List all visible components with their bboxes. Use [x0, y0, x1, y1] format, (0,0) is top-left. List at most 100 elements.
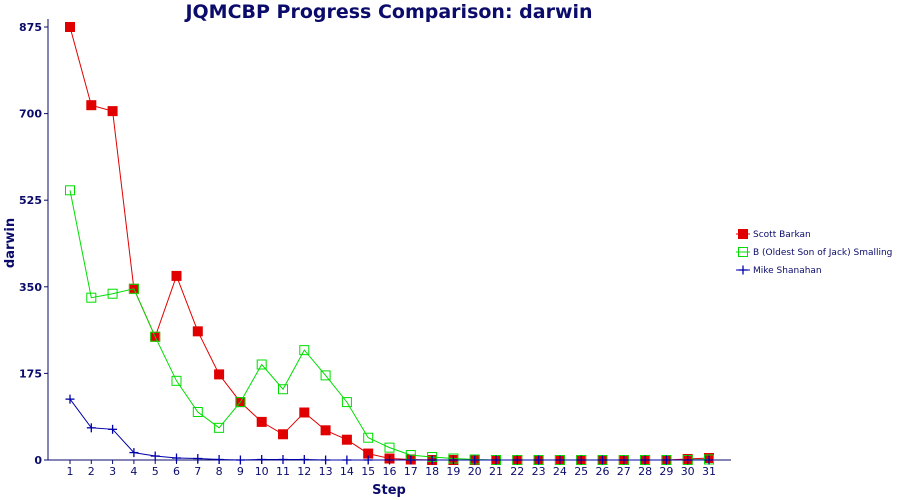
data-point: [598, 455, 607, 465]
data-point: [299, 455, 309, 465]
data-point: [640, 455, 650, 465]
y-tick-label: 350: [19, 281, 42, 294]
data-point: [193, 454, 203, 464]
x-tick-label: 19: [446, 465, 460, 478]
data-point: [342, 455, 352, 465]
data-point: [738, 229, 748, 239]
data-point: [256, 416, 267, 427]
x-tick-label: 16: [383, 465, 397, 478]
data-point: [320, 370, 331, 381]
y-tick-label: 525: [19, 194, 42, 207]
x-tick-label: 21: [489, 465, 503, 478]
data-point: [512, 455, 522, 465]
data-point: [683, 455, 693, 465]
data-point: [65, 394, 75, 404]
data-point: [363, 455, 373, 465]
data-point: [107, 106, 118, 117]
data-point: [86, 100, 97, 111]
data-point: [385, 455, 394, 465]
x-tick-label: 13: [319, 465, 333, 478]
data-point: [320, 425, 331, 436]
x-tick-label: 23: [532, 465, 546, 478]
data-point: [576, 455, 586, 465]
x-tick-label: 26: [596, 465, 610, 478]
data-point: [128, 283, 139, 294]
series-line: [69, 190, 710, 461]
x-tick-label: 7: [194, 465, 201, 478]
x-tick-label: 5: [152, 465, 159, 478]
data-point: [321, 455, 331, 465]
data-point: [619, 455, 629, 465]
data-point: [108, 424, 118, 434]
legend-label: Scott Barkan: [753, 230, 811, 240]
data-point: [341, 434, 352, 445]
data-point: [384, 442, 395, 453]
x-tick-label: 31: [702, 465, 716, 478]
x-tick-label: 4: [130, 465, 137, 478]
data-point: [406, 455, 416, 465]
legend: Scott Barkan B (Oldest Son of Jack) Small…: [736, 229, 892, 276]
x-tick-label: 15: [361, 465, 375, 478]
data-point: [661, 455, 671, 465]
x-tick-label: 3: [109, 465, 116, 478]
data-point: [257, 455, 267, 465]
data-point: [235, 455, 245, 465]
data-point: [470, 455, 480, 465]
data-point: [192, 406, 203, 417]
legend-item: B (Oldest Son of Jack) Smalling: [736, 247, 892, 258]
x-tick-label: 9: [237, 465, 244, 478]
data-point: [192, 326, 203, 337]
data-point: [427, 455, 437, 465]
legend-label: B (Oldest Son of Jack) Smalling: [753, 248, 892, 258]
data-point: [214, 369, 225, 380]
series-3: [65, 394, 714, 465]
data-point: [150, 451, 160, 461]
x-tick-label: 17: [404, 465, 418, 478]
data-point: [738, 265, 748, 275]
x-tick-label: 18: [425, 465, 439, 478]
data-point: [86, 292, 97, 303]
x-tick-label: 8: [216, 465, 223, 478]
data-point: [171, 375, 182, 386]
x-tick-label: 29: [659, 465, 673, 478]
series-line: [69, 26, 710, 461]
data-point: [107, 288, 118, 299]
data-point: [299, 345, 310, 356]
x-tick-label: 6: [173, 465, 180, 478]
data-point: [171, 270, 182, 281]
data-point: [150, 331, 161, 342]
x-tick-label: 28: [638, 465, 652, 478]
data-point: [341, 397, 352, 408]
x-tick-label: 10: [255, 465, 269, 478]
x-tick-label: 20: [468, 465, 482, 478]
data-point: [65, 185, 75, 196]
series-layer: [65, 22, 714, 465]
data-point: [256, 359, 267, 370]
x-tick-label: 1: [67, 465, 74, 478]
y-tick-label: 875: [19, 21, 42, 34]
data-point: [86, 423, 96, 433]
x-tick-label: 14: [340, 465, 354, 478]
data-point: [555, 455, 565, 465]
data-point: [278, 455, 288, 465]
data-point: [363, 432, 374, 443]
data-point: [65, 22, 75, 32]
data-point: [491, 455, 501, 465]
legend-item: Scott Barkan: [736, 229, 811, 240]
x-tick-label: 25: [574, 465, 588, 478]
data-point: [214, 422, 225, 433]
data-point: [738, 247, 748, 257]
data-point: [448, 455, 458, 465]
x-tick-label: 12: [297, 465, 311, 478]
data-point: [704, 455, 714, 465]
data-point: [299, 407, 310, 418]
data-point: [235, 397, 246, 408]
data-point: [534, 455, 544, 465]
y-axis-label: darwin: [3, 218, 18, 268]
data-point: [129, 448, 139, 458]
x-tick-label: 2: [88, 465, 95, 478]
series-2: [65, 185, 714, 465]
x-tick-label: 27: [617, 465, 631, 478]
data-point: [214, 455, 224, 465]
